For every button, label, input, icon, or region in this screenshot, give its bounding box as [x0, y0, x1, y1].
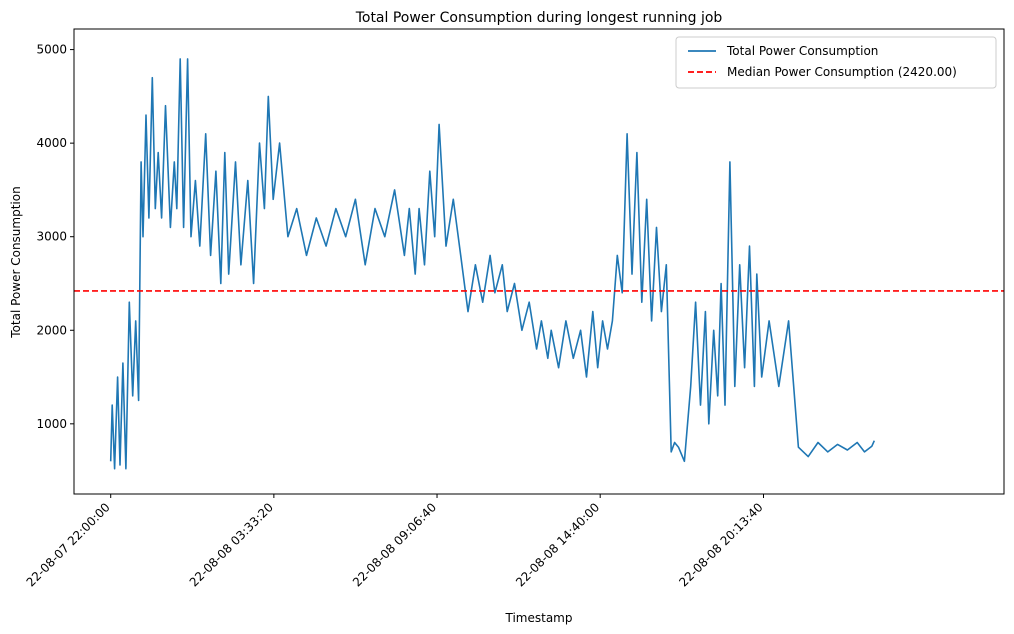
x-tick-label: 22-08-07 22:00:00 — [24, 500, 113, 589]
legend-label-median: Median Power Consumption (2420.00) — [727, 65, 957, 79]
y-tick-label: 1000 — [36, 417, 67, 431]
y-axis-ticks: 1000 2000 3000 4000 5000 — [36, 43, 74, 431]
x-tick-label: 22-08-08 09:06:40 — [350, 500, 439, 589]
x-tick-label: 22-08-08 03:33:20 — [187, 500, 276, 589]
plot-area-frame — [73, 28, 1005, 495]
x-axis-title: Timestamp — [505, 611, 573, 625]
legend-box — [675, 36, 997, 89]
y-tick-label: 2000 — [36, 323, 67, 337]
legend: Total Power Consumption Median Power Con… — [675, 36, 997, 89]
legend-label-total: Total Power Consumption — [726, 44, 878, 58]
chart-title: Total Power Consumption during longest r… — [355, 10, 723, 26]
series-line-total-power — [109, 58, 876, 470]
y-tick-label: 3000 — [36, 230, 67, 244]
x-tick-label: 22-08-08 14:40:00 — [513, 500, 602, 589]
x-tick-label: 22-08-08 20:13:40 — [676, 500, 765, 589]
data-layer — [74, 58, 1004, 470]
x-axis-ticks: 22-08-07 22:00:00 22-08-08 03:33:20 22-08-… — [24, 494, 766, 589]
y-axis-title: Total Power Consumption — [9, 186, 23, 338]
y-tick-label: 4000 — [36, 136, 67, 150]
y-tick-label: 5000 — [36, 43, 67, 57]
